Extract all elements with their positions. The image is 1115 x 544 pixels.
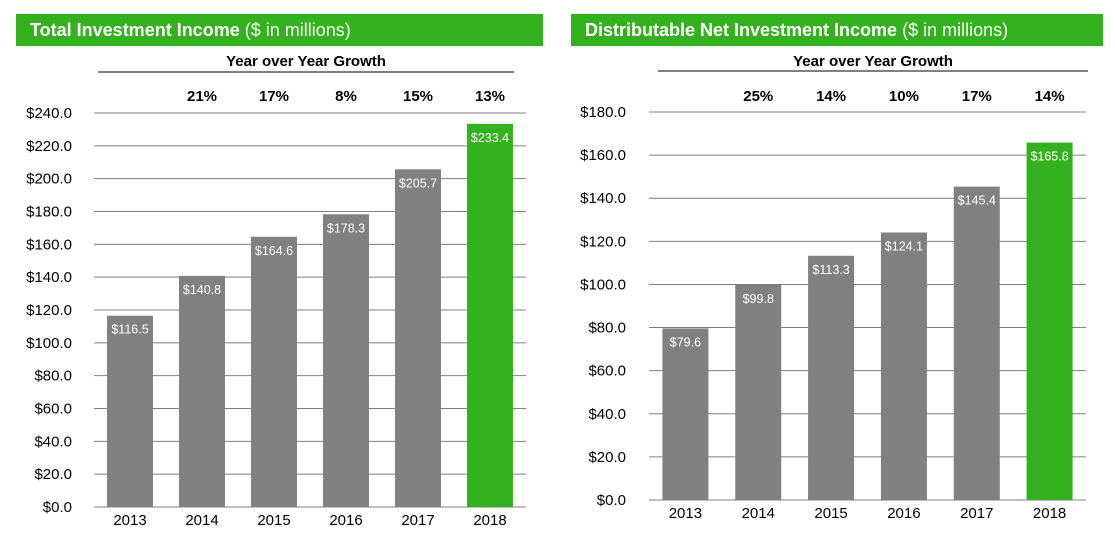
bar-value-label: $99.8 xyxy=(743,292,774,306)
y-tick-label: $180.0 xyxy=(26,204,72,221)
total-investment-income-chart: Year over Year Growth $0.0 $20.0 $40.0 $60.0… xyxy=(26,53,526,529)
x-category-label: 2013 xyxy=(669,505,702,522)
bar xyxy=(323,214,369,507)
growth-label: 13% xyxy=(475,88,505,105)
growth-label: 8% xyxy=(335,88,357,105)
bar xyxy=(880,232,927,501)
bar-value-label: $165.8 xyxy=(1030,150,1068,164)
x-category-label: 2014 xyxy=(742,505,775,522)
x-category-label: 2014 xyxy=(185,512,218,529)
growth-header: Year over Year Growth xyxy=(793,53,953,70)
x-category-label: 2016 xyxy=(329,512,362,529)
y-tick-label: $100.0 xyxy=(580,276,626,293)
x-category-label: 2013 xyxy=(113,512,146,529)
bar xyxy=(1026,142,1073,500)
y-tick-label: $140.0 xyxy=(580,190,626,207)
bar-value-label: $113.3 xyxy=(812,263,849,277)
y-tick-label: $100.0 xyxy=(26,335,72,352)
x-category-label: 2017 xyxy=(401,512,434,529)
y-tick-label: $60.0 xyxy=(588,363,626,380)
distributable-nii-chart: Year over Year Growth $0.0 $20.0 $40.0 $60.0… xyxy=(580,53,1088,522)
y-tick-label: $240.0 xyxy=(26,105,72,122)
bar-value-label: $178.3 xyxy=(327,221,365,235)
y-tick-label: $120.0 xyxy=(26,302,72,319)
y-tick-label: $40.0 xyxy=(588,406,626,423)
y-tick-label: $200.0 xyxy=(26,171,72,188)
bar-value-label: $124.1 xyxy=(885,239,923,253)
y-tick-label: $220.0 xyxy=(26,138,72,155)
growth-label: 10% xyxy=(889,88,919,105)
bar xyxy=(953,186,1000,501)
y-tick-label: $0.0 xyxy=(43,499,72,516)
y-tick-label: $80.0 xyxy=(34,368,72,385)
growth-label: 25% xyxy=(743,88,773,105)
bar-value-label: $145.4 xyxy=(958,194,996,208)
bar xyxy=(662,328,709,500)
x-category-label: 2016 xyxy=(887,505,920,522)
distributable-nii-panel: Distributable Net Investment Income ($ i… xyxy=(560,0,1115,544)
bar-value-label: $140.8 xyxy=(183,283,221,297)
bar xyxy=(107,315,153,507)
chart-title: Total Investment Income xyxy=(30,20,240,40)
y-tick-label: $20.0 xyxy=(34,466,72,483)
bar-value-label: $233.4 xyxy=(471,131,509,145)
growth-label: 14% xyxy=(816,88,846,105)
y-tick-label: $160.0 xyxy=(580,147,626,164)
y-tick-label: $20.0 xyxy=(588,449,626,466)
y-tick-label: $180.0 xyxy=(580,104,626,121)
bar xyxy=(735,284,782,500)
x-category-label: 2017 xyxy=(960,505,993,522)
x-category-label: 2015 xyxy=(814,505,847,522)
y-tick-label: $80.0 xyxy=(588,320,626,337)
y-tick-label: $0.0 xyxy=(597,492,626,509)
growth-label: 15% xyxy=(403,88,433,105)
bar-value-label: $164.6 xyxy=(255,244,293,258)
y-tick-label: $160.0 xyxy=(26,236,72,253)
bar xyxy=(467,123,513,508)
bar xyxy=(251,236,297,507)
y-tick-label: $40.0 xyxy=(34,433,72,450)
chart-title-units: ($ in millions) xyxy=(902,20,1009,40)
y-tick-label: $120.0 xyxy=(580,233,626,250)
bar xyxy=(808,255,855,500)
growth-header: Year over Year Growth xyxy=(226,53,386,70)
growth-label: 17% xyxy=(962,88,992,105)
x-category-label: 2018 xyxy=(1033,505,1066,522)
x-category-label: 2018 xyxy=(473,512,506,529)
bar-value-label: $116.5 xyxy=(111,323,148,337)
x-category-label: 2015 xyxy=(257,512,290,529)
y-tick-label: $60.0 xyxy=(34,401,72,418)
chart-title-units: ($ in millions) xyxy=(244,20,351,40)
y-tick-label: $140.0 xyxy=(26,269,72,286)
bar-value-label: $205.7 xyxy=(399,176,437,190)
growth-label: 21% xyxy=(187,88,217,105)
growth-label: 14% xyxy=(1035,88,1065,105)
chart-title-bar: Total Investment Income ($ in millions) xyxy=(16,14,543,46)
bar xyxy=(395,169,441,507)
growth-label: 17% xyxy=(259,88,289,105)
bar-value-label: $79.6 xyxy=(670,335,701,349)
chart-title-bar: Distributable Net Investment Income ($ i… xyxy=(571,14,1103,46)
bar xyxy=(179,275,225,507)
chart-title: Distributable Net Investment Income xyxy=(585,20,898,40)
total-investment-income-panel: Total Investment Income ($ in millions) … xyxy=(0,0,550,544)
